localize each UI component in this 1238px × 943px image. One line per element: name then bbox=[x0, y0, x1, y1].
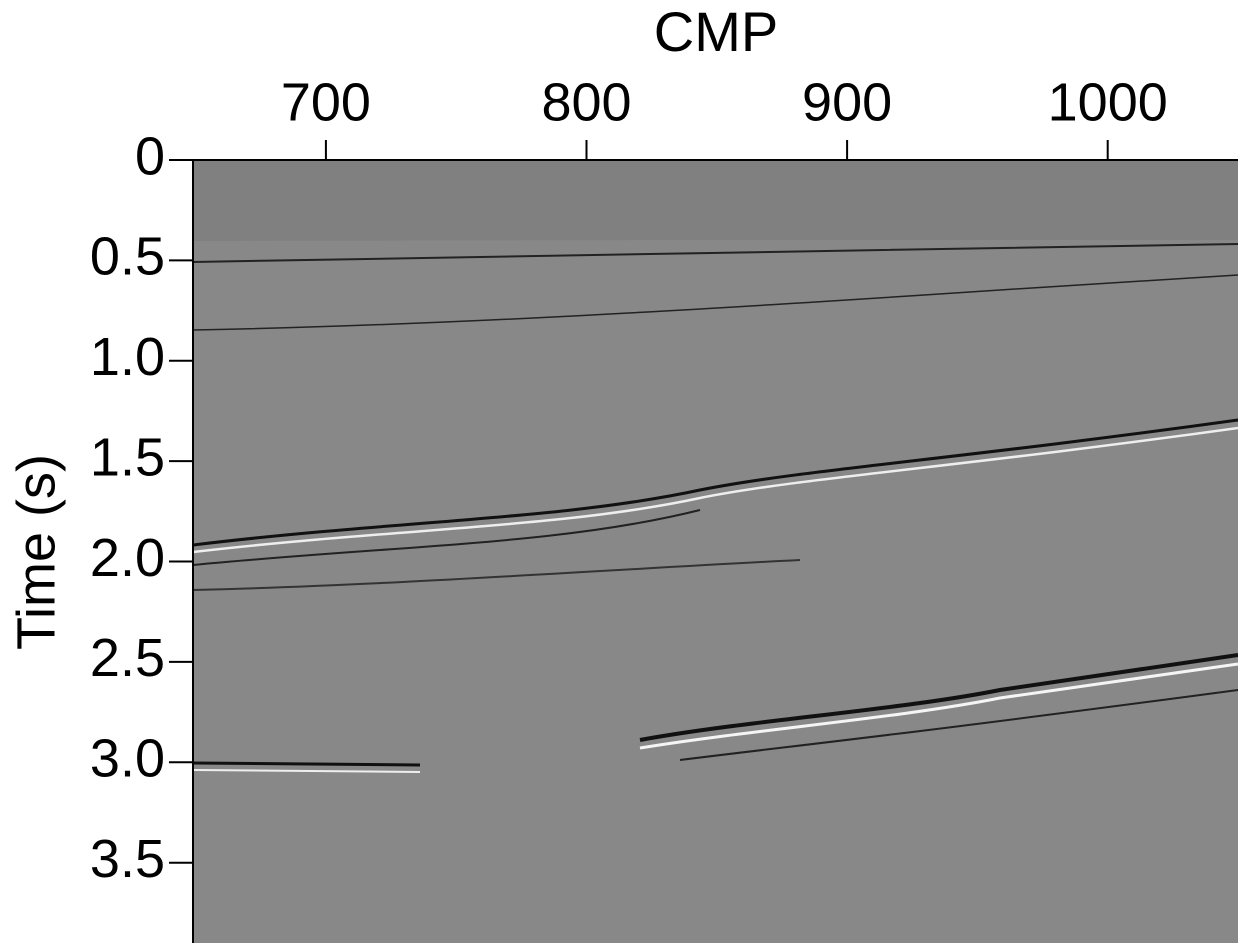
reflectors bbox=[193, 243, 1238, 773]
x-tick-label: 1000 bbox=[1048, 72, 1168, 132]
y-tick-label: 1.0 bbox=[90, 327, 165, 387]
x-tick-label: 900 bbox=[802, 72, 892, 132]
y-tick-label: 1.5 bbox=[90, 427, 165, 487]
y-tick-label: 2.5 bbox=[90, 628, 165, 688]
seismic-image bbox=[193, 160, 1238, 943]
chart-title: CMP bbox=[654, 0, 778, 63]
x-tick-label: 800 bbox=[541, 72, 631, 132]
y-tick-label: 2.0 bbox=[90, 528, 165, 588]
mute-edge bbox=[193, 233, 1238, 241]
y-axis-label: Time (s) bbox=[6, 454, 66, 650]
y-tick-label: 0 bbox=[135, 126, 165, 186]
seismic-texture bbox=[193, 240, 1238, 943]
y-tick-label: 3.5 bbox=[90, 829, 165, 889]
x-tick-label: 700 bbox=[281, 72, 371, 132]
y-tick-label: 0.5 bbox=[90, 227, 165, 287]
y-tick-label: 3.0 bbox=[90, 729, 165, 789]
